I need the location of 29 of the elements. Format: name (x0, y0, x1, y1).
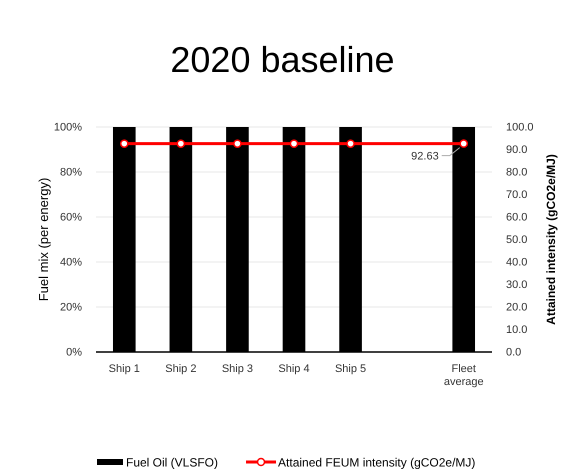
x-tick-label: Fleet average (444, 363, 484, 388)
y2-tick-label: 100.0 (506, 122, 534, 134)
legend-label: Fuel Oil (VLSFO) (126, 456, 218, 470)
y-tick-label: 40% (60, 256, 82, 269)
x-tick-label: Ship 1 (108, 363, 140, 375)
y2-tick-label: 40.0 (506, 256, 528, 269)
y2-tick-label: 80.0 (506, 166, 528, 179)
y2-axis-title: Attained intensity (gCO2e/MJ) (544, 154, 558, 325)
y-tick-label: 60% (60, 212, 82, 224)
y2-tick-label: 70.0 (506, 189, 528, 202)
y-tick-label: 20% (60, 302, 82, 314)
y-tick-label: 0% (66, 346, 82, 359)
x-tick-label: Ship 2 (165, 363, 196, 375)
x-tick-label: Ship 4 (278, 363, 310, 375)
y2-tick-label: 10.0 (506, 324, 528, 336)
y-tick-label: 80% (60, 166, 82, 179)
y-axis-title: Fuel mix (per energy) (36, 178, 51, 302)
data-label: 92.63 (411, 150, 439, 163)
y2-tick-label: 30.0 (506, 279, 528, 292)
y2-tick-label: 60.0 (506, 212, 528, 224)
chart-title: 2020 baseline (170, 39, 395, 80)
y2-tick-label: 90.0 (506, 144, 528, 156)
y-tick-label: 100% (54, 122, 82, 134)
y2-tick-label: 0.0 (506, 346, 522, 359)
x-tick-label: Ship 3 (222, 363, 254, 375)
y2-tick-label: 20.0 (506, 302, 528, 314)
x-tick-label: Ship 5 (334, 363, 366, 375)
legend-label: Attained FEUM intensity (gCO2e/MJ) (278, 456, 476, 470)
y2-tick-label: 50.0 (506, 234, 528, 246)
